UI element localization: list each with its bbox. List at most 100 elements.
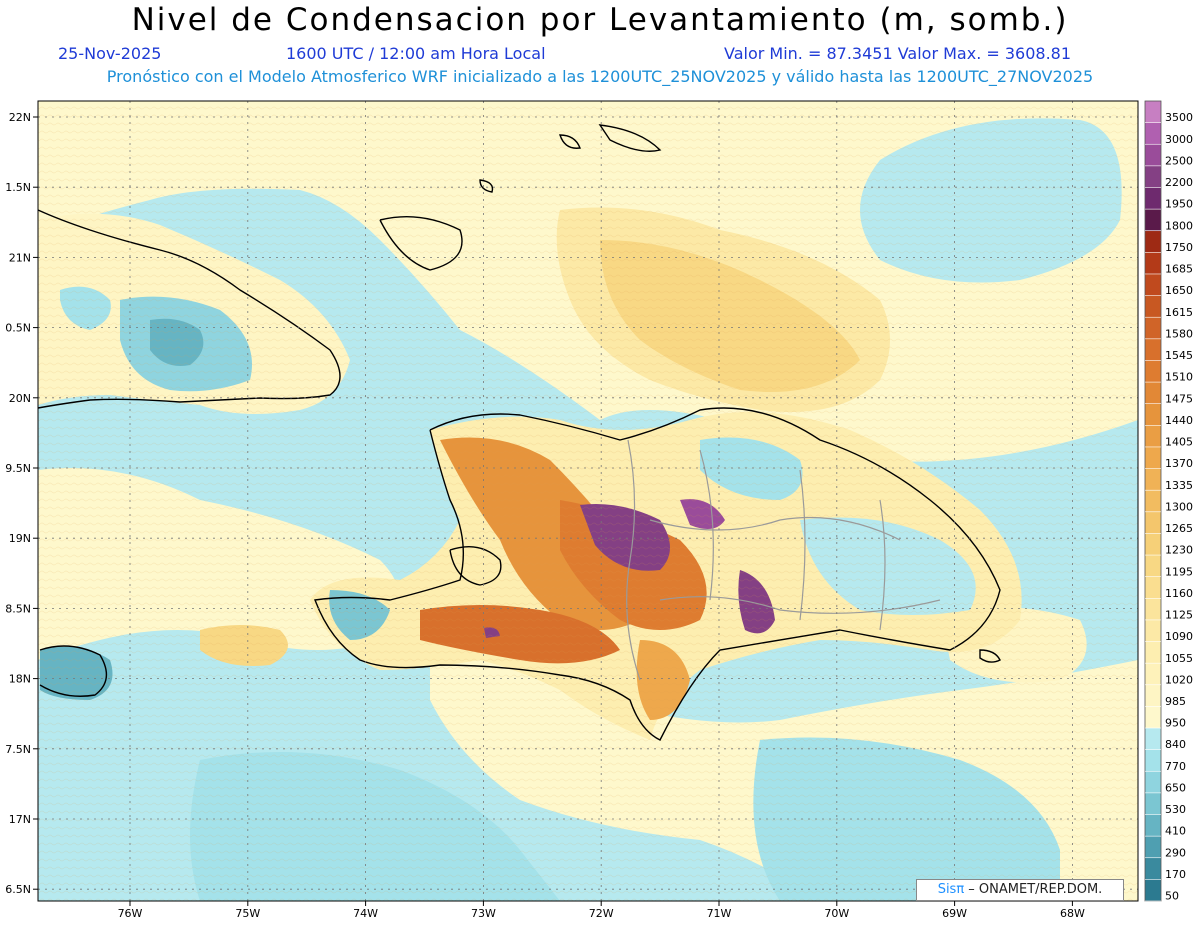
sis-logo-text: Sisπ xyxy=(937,882,965,897)
colorbar-label: 1750 xyxy=(1165,241,1193,254)
page-title: Nivel de Condensacion por Levantamiento … xyxy=(131,2,1069,38)
colorbar-label: 530 xyxy=(1165,803,1186,816)
colorbar-label: 1580 xyxy=(1165,327,1193,340)
colorbar-label: 1685 xyxy=(1165,263,1193,276)
colorbar-swatch xyxy=(1145,360,1161,383)
colorbar-label: 1195 xyxy=(1165,565,1193,578)
lat-tick-label: 18N xyxy=(9,673,31,686)
colorbar-swatch xyxy=(1145,684,1161,707)
colorbar-swatch xyxy=(1145,857,1161,880)
colorbar-swatch xyxy=(1145,230,1161,253)
colorbar-swatch xyxy=(1145,122,1161,145)
colorbar-swatch xyxy=(1145,792,1161,816)
colorbar-label: 1475 xyxy=(1165,392,1193,405)
lon-tick-label: 69W xyxy=(942,907,967,920)
colorbar-swatch xyxy=(1145,144,1161,167)
colorbar-label: 290 xyxy=(1165,846,1186,859)
colorbar-label: 1510 xyxy=(1165,371,1193,384)
latitude-axis: 22N 1.5N 21N 0.5N 20N 9.5N 19N 8.5N 18N 7.5N 17N 6.… xyxy=(5,111,38,896)
colorbar-label: 3000 xyxy=(1165,133,1193,146)
lat-tick-label: 8.5N xyxy=(5,602,31,615)
lat-tick-label: 17N xyxy=(9,813,31,826)
colorbar-label: 1090 xyxy=(1165,630,1193,643)
lon-tick-label: 68W xyxy=(1060,907,1085,920)
colorbar-label: 650 xyxy=(1165,781,1186,794)
colorbar-swatch xyxy=(1145,533,1161,556)
colorbar-swatch xyxy=(1145,425,1161,448)
lon-tick-label: 76W xyxy=(118,907,143,920)
colorbar-label: 1160 xyxy=(1165,587,1193,600)
lat-tick-label: 1.5N xyxy=(5,181,31,194)
forecast-info: Pronóstico con el Modelo Atmosferico WRF… xyxy=(106,67,1094,86)
colorbar-label: 950 xyxy=(1165,717,1186,730)
lon-tick-label: 72W xyxy=(589,907,614,920)
gridlines xyxy=(38,101,1138,901)
colorbar-swatch xyxy=(1145,101,1161,124)
colorbar-label: 1265 xyxy=(1165,522,1193,535)
credit-box: Sisπ – ONAMET/REP.DOM. xyxy=(916,879,1124,901)
colorbar-swatch xyxy=(1145,468,1161,491)
colorbar-label: 1615 xyxy=(1165,306,1193,319)
colorbar-swatch xyxy=(1145,771,1161,794)
lon-tick-label: 74W xyxy=(353,907,378,920)
colorbar-label: 1125 xyxy=(1165,609,1193,622)
colorbar-swatch xyxy=(1145,338,1161,361)
lon-tick-label: 75W xyxy=(235,907,260,920)
colorbar-label: 1370 xyxy=(1165,457,1193,470)
colorbar-swatch xyxy=(1145,836,1161,859)
lat-tick-label: 21N xyxy=(9,251,31,264)
colorbar-swatch xyxy=(1145,576,1161,599)
colorbar: 3500 3000 2500 2200 1950 1800 1750 1685 1650 1615… xyxy=(1144,100,1193,903)
colorbar-label: 2500 xyxy=(1165,154,1193,167)
colorbar-label: 1300 xyxy=(1165,500,1193,513)
colorbar-swatch xyxy=(1145,273,1161,297)
colorbar-label: 3500 xyxy=(1165,111,1193,124)
colorbar-label: 840 xyxy=(1165,738,1186,751)
lat-tick-label: 19N xyxy=(9,532,31,545)
min-max-label: Valor Min. = 87.3451 Valor Max. = 3608.8… xyxy=(724,44,1072,63)
shaded-field xyxy=(38,101,1138,901)
colorbar-swatch xyxy=(1145,165,1161,188)
coastlines xyxy=(37,124,1001,741)
colorbar-label: 1545 xyxy=(1165,349,1193,362)
colorbar-swatch xyxy=(1145,706,1161,729)
colorbar-label: 2200 xyxy=(1165,176,1193,189)
colorbar-swatch xyxy=(1145,446,1161,470)
map-frame xyxy=(37,100,1139,902)
credit-text: – ONAMET/REP.DOM. xyxy=(964,882,1103,897)
date-label: 25-Nov-2025 xyxy=(58,44,162,63)
colorbar-swatch xyxy=(1145,641,1161,664)
colorbar-swatch xyxy=(1145,879,1161,902)
colorbar-label: 1055 xyxy=(1165,652,1193,665)
colorbar-label: 1950 xyxy=(1165,198,1193,211)
colorbar-swatch xyxy=(1145,187,1161,210)
colorbar-swatch xyxy=(1145,382,1161,405)
colorbar-label: 1020 xyxy=(1165,673,1193,686)
colorbar-label: 1440 xyxy=(1165,414,1193,427)
colorbar-swatch xyxy=(1145,295,1161,318)
colorbar-label: 1650 xyxy=(1165,284,1193,297)
lat-tick-label: 22N xyxy=(9,111,31,124)
provincial-borders xyxy=(626,439,941,681)
colorbar-swatch xyxy=(1145,490,1161,513)
colorbar-swatch xyxy=(1145,598,1161,621)
colorbar-swatch xyxy=(1145,619,1161,643)
colorbar-swatch xyxy=(1145,209,1161,232)
colorbar-label: 985 xyxy=(1165,695,1186,708)
colorbar-swatch xyxy=(1145,663,1161,686)
colorbar-swatch xyxy=(1145,252,1161,275)
lat-tick-label: 20N xyxy=(9,392,31,405)
colorbar-swatch xyxy=(1145,317,1161,340)
colorbar-label: 170 xyxy=(1165,868,1186,881)
lat-tick-label: 0.5N xyxy=(5,322,31,335)
colorbar-swatch xyxy=(1145,749,1161,772)
colorbar-label: 410 xyxy=(1165,825,1186,838)
lat-tick-label: 9.5N xyxy=(5,462,31,475)
colorbar-swatch xyxy=(1145,403,1161,426)
longitude-axis: 76W 75W 74W 73W 72W 71W 70W 69W 68W xyxy=(118,901,1085,920)
lat-tick-label: 7.5N xyxy=(5,743,31,756)
lon-tick-label: 71W xyxy=(707,907,732,920)
colorbar-label: 50 xyxy=(1165,890,1179,903)
colorbar-label: 770 xyxy=(1165,760,1186,773)
